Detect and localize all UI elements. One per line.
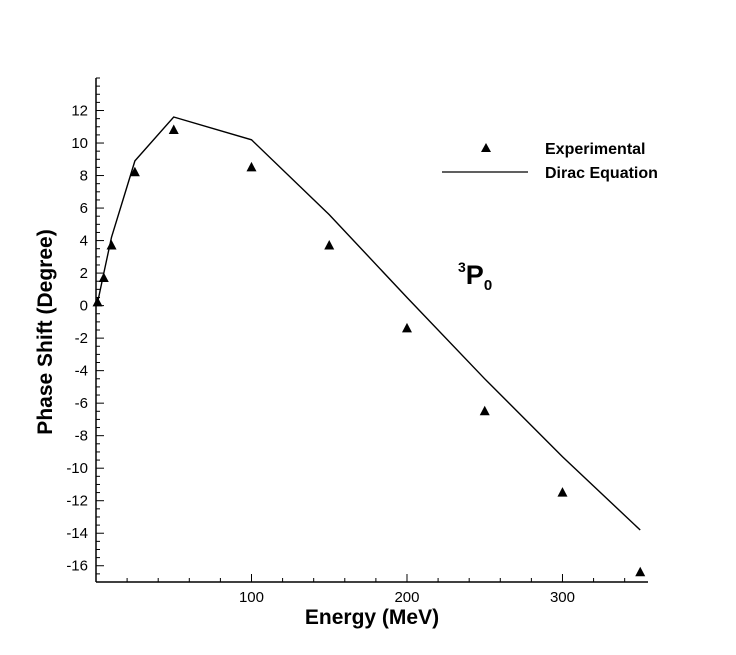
y-tick-label: -6: [75, 395, 88, 412]
tick-labels: 12 10 8 6 4 2 0 -2 -4 -6 -8 -10 -12 -14 -16 100 200 300: [66, 103, 575, 606]
annotation-letter: P: [466, 260, 484, 290]
y-tick-label: -16: [66, 558, 88, 575]
experimental-point: [98, 272, 109, 282]
y-tick-label: -8: [75, 428, 88, 445]
y-tick-label: -2: [75, 330, 88, 347]
y-tick-label: -10: [66, 460, 88, 477]
y-tick-label: 6: [80, 200, 88, 217]
experimental-point: [401, 322, 412, 333]
experimental-point: [106, 239, 117, 250]
x-axis-title: Energy (MeV): [305, 606, 439, 629]
y-tick-label: 2: [80, 265, 88, 282]
legend-dirac-label: Dirac Equation: [545, 165, 658, 182]
experimental-point: [557, 487, 568, 497]
y-tick-label: -4: [75, 363, 88, 380]
legend: Experimental Dirac Equation: [442, 141, 658, 182]
legend-experimental-label: Experimental: [545, 141, 645, 158]
x-tick-label: 300: [550, 589, 575, 606]
experimental-point: [479, 405, 490, 416]
y-tick-label: -14: [66, 525, 88, 542]
experimental-point: [129, 166, 140, 177]
experimental-point: [324, 239, 335, 250]
annotation-superscript: 3: [458, 259, 466, 275]
y-axis-title: Phase Shift (Degree): [34, 229, 57, 434]
experimental-point: [246, 161, 257, 172]
x-tick-label: 200: [394, 589, 419, 606]
y-tick-label: 0: [80, 298, 88, 315]
y-tick-label: 10: [71, 135, 88, 152]
legend-experimental-marker: [481, 143, 491, 152]
experimental-series: [92, 124, 646, 577]
state-annotation: 3P0: [458, 259, 492, 294]
y-tick-label: 8: [80, 168, 88, 185]
experimental-point: [635, 566, 646, 577]
y-tick-label: 12: [71, 103, 88, 120]
experimental-point: [92, 296, 103, 307]
y-tick-label: 4: [80, 233, 88, 250]
annotation-subscript: 0: [484, 277, 492, 294]
experimental-point: [168, 124, 179, 135]
y-tick-label: -12: [66, 493, 88, 510]
x-tick-label: 100: [239, 589, 264, 606]
